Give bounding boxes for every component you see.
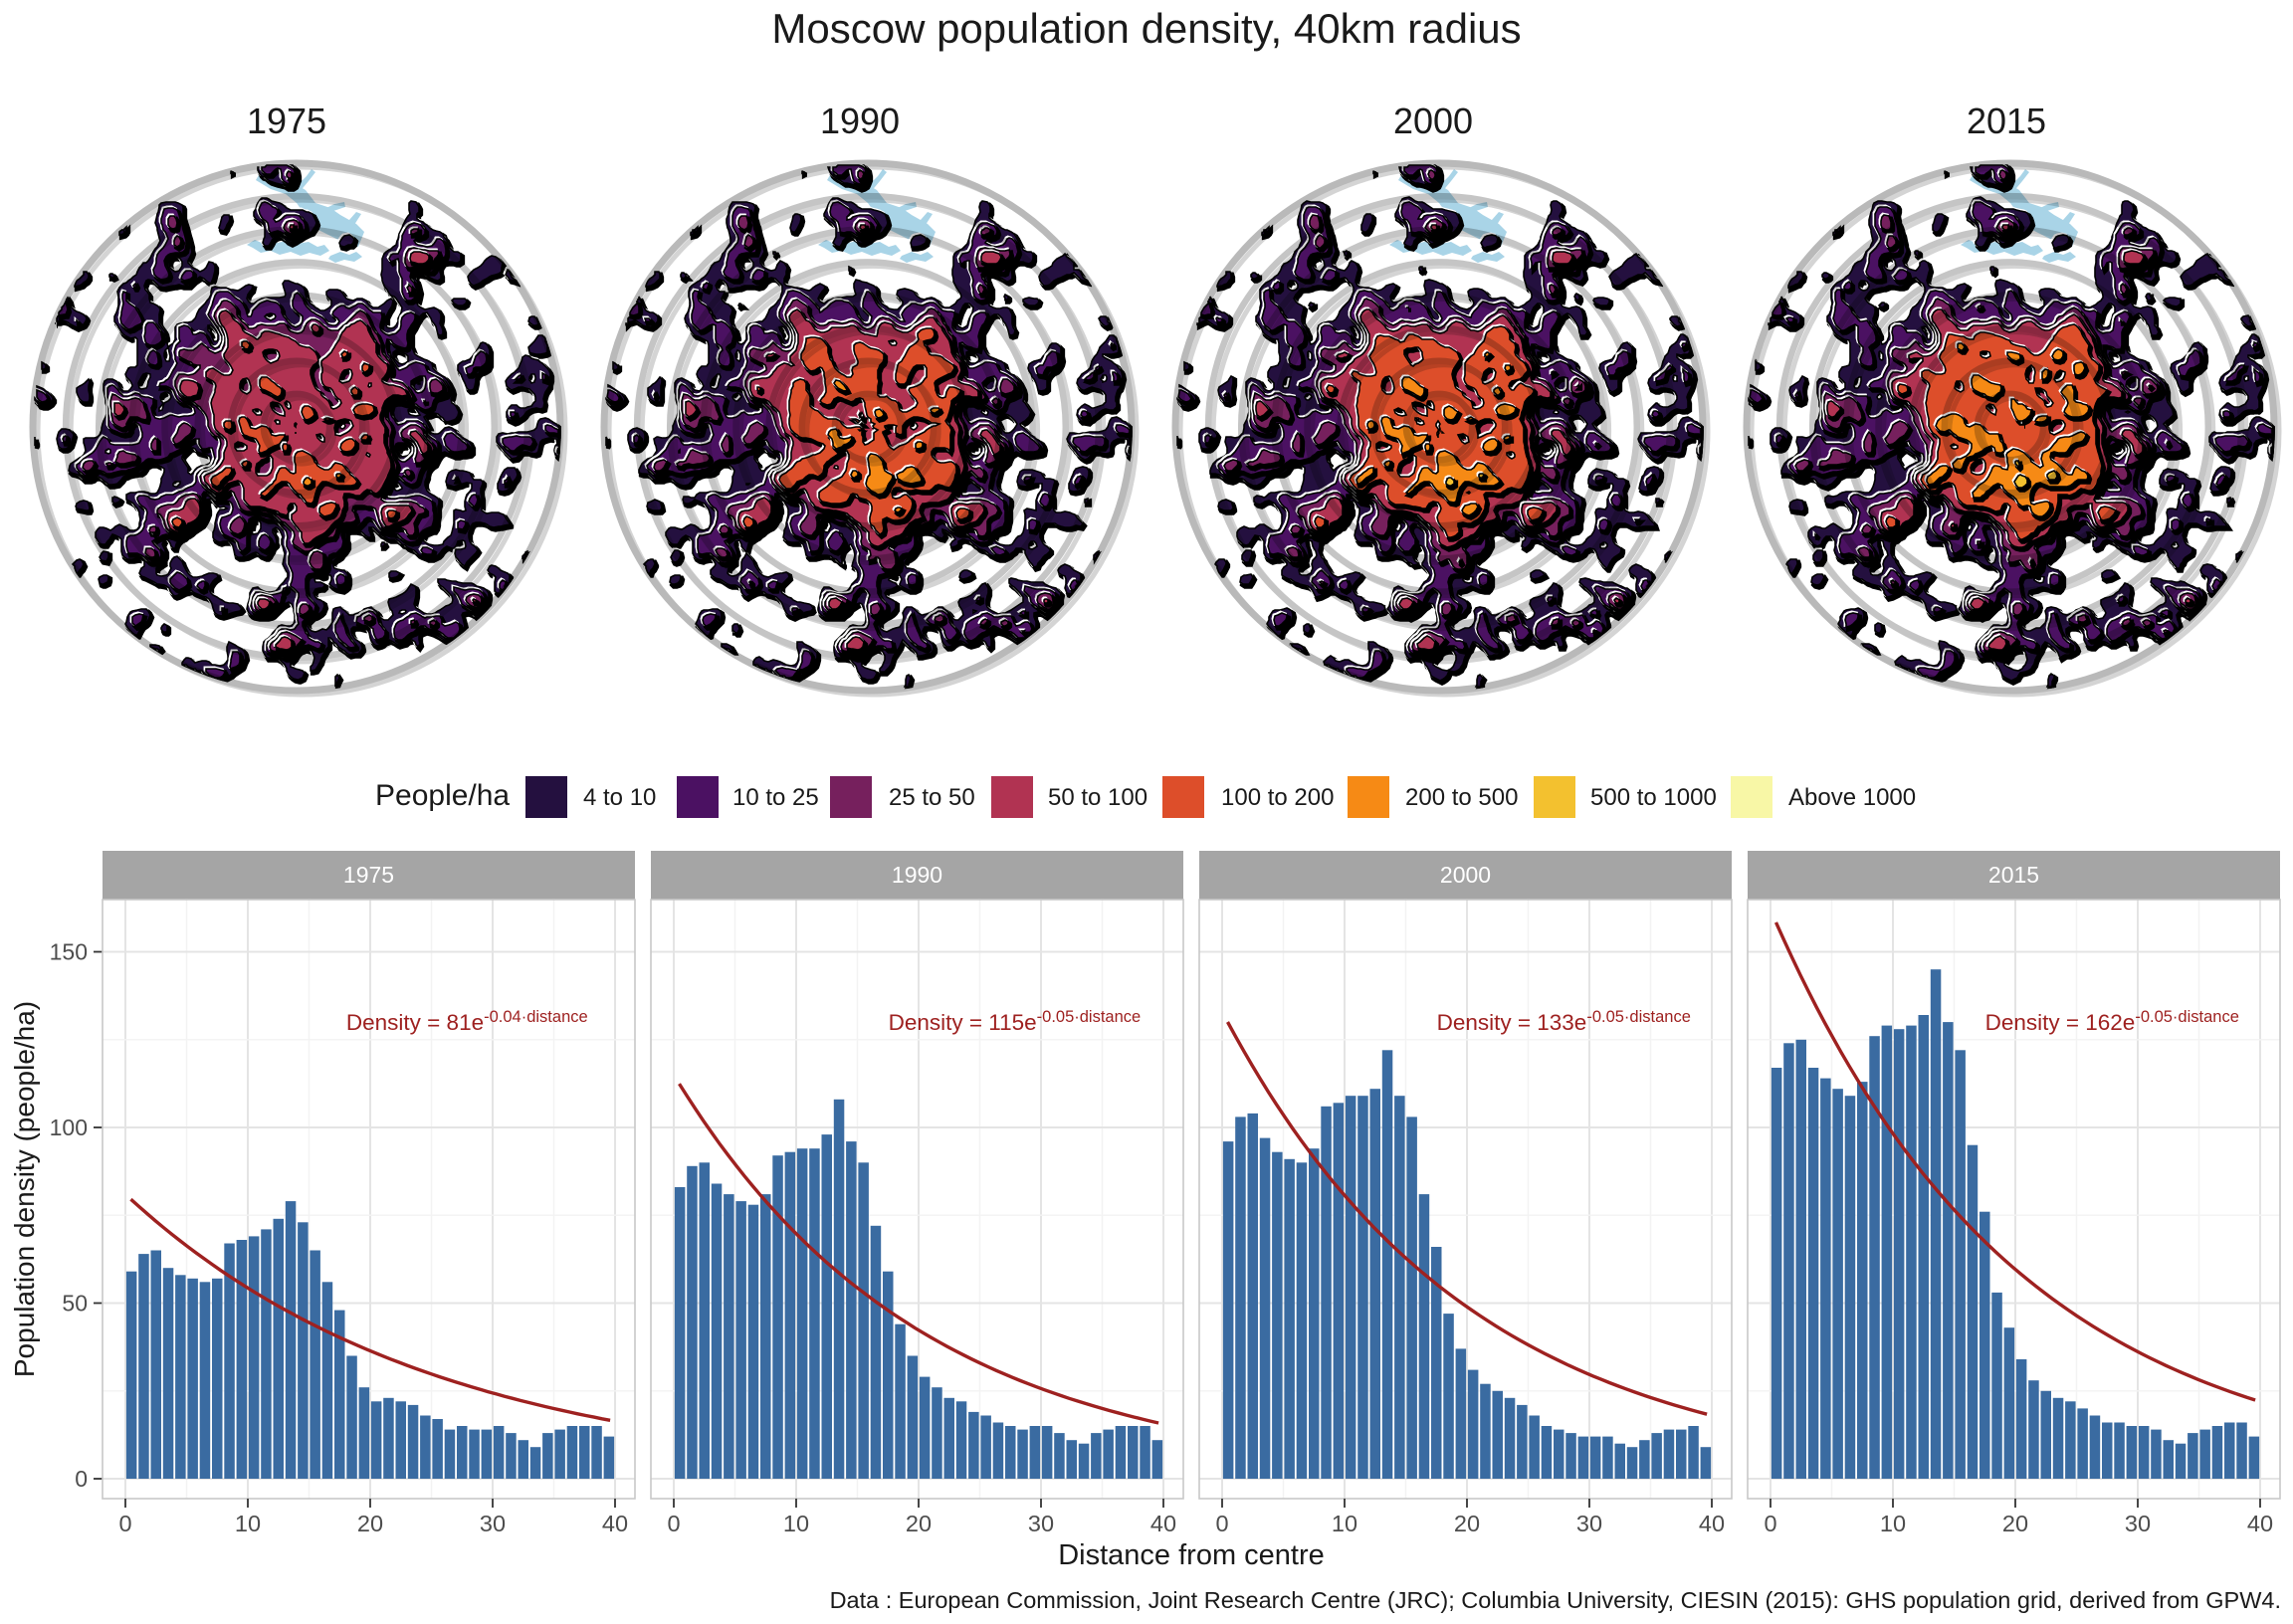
svg-text:40: 40 — [2247, 1511, 2273, 1536]
svg-text:2000: 2000 — [1440, 862, 1491, 888]
svg-text:Population density (people/ha): Population density (people/ha) — [9, 1001, 40, 1377]
svg-text:40: 40 — [1699, 1511, 1725, 1536]
svg-text:2015: 2015 — [1988, 862, 2039, 888]
svg-text:10 to 25: 10 to 25 — [732, 784, 819, 811]
svg-text:10: 10 — [235, 1511, 261, 1536]
svg-text:30: 30 — [480, 1511, 506, 1536]
svg-text:1990: 1990 — [892, 862, 942, 888]
svg-text:20: 20 — [906, 1511, 932, 1536]
svg-text:100: 100 — [50, 1115, 88, 1140]
svg-text:10: 10 — [1332, 1511, 1357, 1536]
svg-text:50 to 100: 50 to 100 — [1048, 784, 1147, 811]
svg-text:30: 30 — [1028, 1511, 1054, 1536]
svg-text:30: 30 — [1576, 1511, 1602, 1536]
svg-text:100 to 200: 100 to 200 — [1221, 784, 1334, 811]
svg-text:20: 20 — [357, 1511, 383, 1536]
svg-text:10: 10 — [783, 1511, 809, 1536]
svg-text:1990: 1990 — [820, 101, 900, 141]
svg-text:50: 50 — [62, 1291, 88, 1317]
svg-text:Data : European Commission, Jo: Data : European Commission, Joint Resear… — [830, 1587, 2281, 1613]
svg-text:40: 40 — [1150, 1511, 1176, 1536]
svg-text:1975: 1975 — [247, 101, 326, 141]
svg-text:People/ha: People/ha — [375, 779, 510, 812]
svg-text:25 to 50: 25 to 50 — [889, 784, 975, 811]
svg-text:4 to 10: 4 to 10 — [583, 784, 656, 811]
svg-text:20: 20 — [1454, 1511, 1480, 1536]
svg-text:20: 20 — [2002, 1511, 2028, 1536]
svg-text:150: 150 — [50, 939, 88, 965]
svg-text:Density = 81e-0.04·distance: Density = 81e-0.04·distance — [346, 1008, 588, 1035]
svg-text:Above 1000: Above 1000 — [1788, 784, 1916, 811]
svg-text:Distance from centre: Distance from centre — [1058, 1539, 1325, 1571]
svg-text:40: 40 — [602, 1511, 628, 1536]
svg-text:0: 0 — [667, 1511, 680, 1536]
svg-text:30: 30 — [2125, 1511, 2151, 1536]
svg-text:200 to 500: 200 to 500 — [1405, 784, 1518, 811]
svg-text:2000: 2000 — [1393, 101, 1473, 141]
svg-text:Moscow population density, 40k: Moscow population density, 40km radius — [771, 5, 1521, 52]
svg-text:10: 10 — [1880, 1511, 1906, 1536]
svg-text:0: 0 — [1764, 1511, 1776, 1536]
svg-text:500 to 1000: 500 to 1000 — [1590, 784, 1717, 811]
svg-text:0: 0 — [1215, 1511, 1228, 1536]
svg-text:0: 0 — [75, 1466, 88, 1492]
svg-text:2015: 2015 — [1967, 101, 2046, 141]
svg-text:1975: 1975 — [343, 862, 394, 888]
svg-text:0: 0 — [118, 1511, 131, 1536]
